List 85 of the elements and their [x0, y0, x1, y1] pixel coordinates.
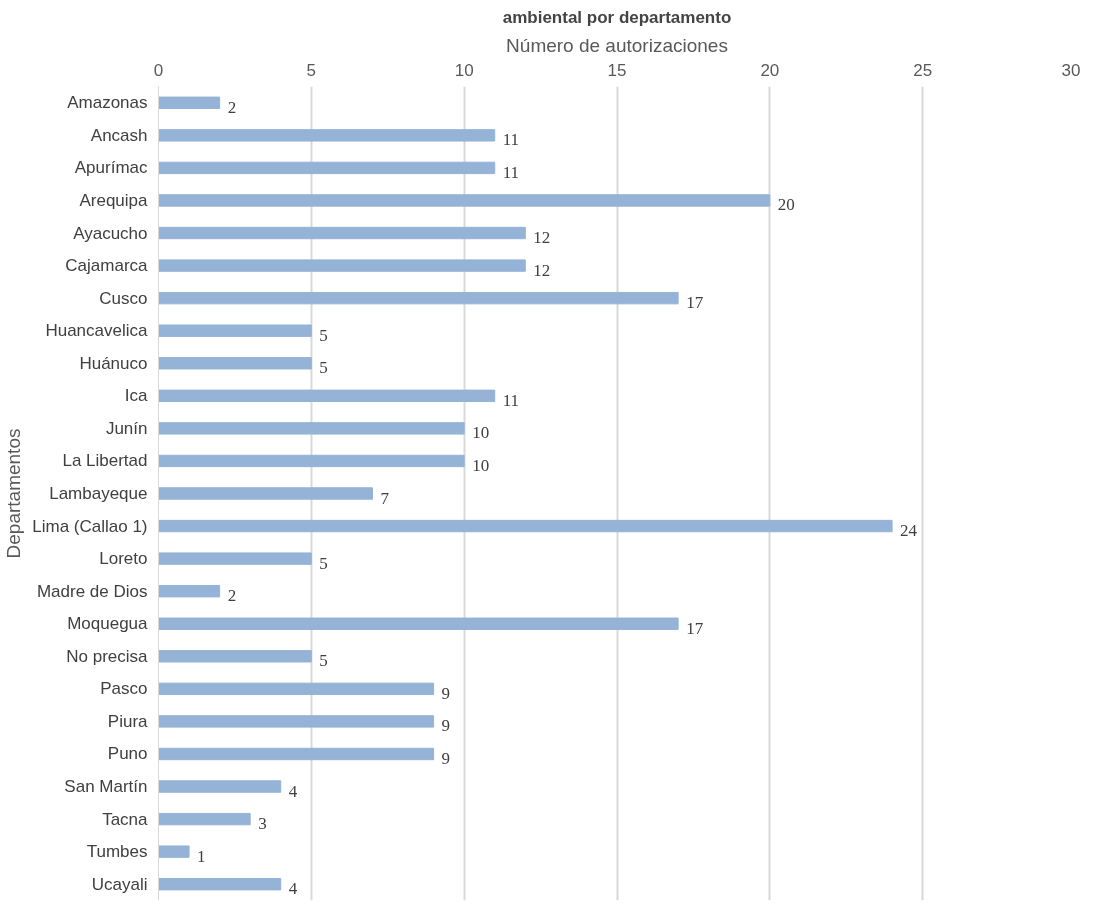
y-axis-title: Departamentos	[3, 428, 25, 559]
bar	[158, 715, 435, 728]
y-tick-label: Lima (Callao 1)	[32, 516, 148, 536]
bar	[158, 357, 312, 370]
x-tick-label: 0	[153, 60, 164, 80]
y-tick-label: Tacna	[102, 809, 149, 829]
data-label: 17	[686, 618, 704, 638]
y-tick-label: Huánuco	[79, 353, 148, 373]
y-tick-label: Amazonas	[67, 93, 148, 113]
bar	[158, 389, 496, 403]
data-label: 5	[319, 325, 328, 345]
data-label: 5	[319, 651, 328, 671]
y-tick-label: Junín	[105, 418, 148, 438]
bar	[158, 552, 312, 565]
data-label: 17	[686, 293, 704, 313]
bar	[158, 519, 893, 533]
bar	[158, 682, 435, 696]
data-label: 12	[533, 228, 551, 248]
y-tick-label: Huancavelica	[45, 321, 149, 341]
x-axis-title: Número de autorizaciones	[506, 34, 728, 56]
data-label: 4	[288, 781, 298, 801]
data-label: 9	[441, 748, 451, 768]
y-tick-label: Apurímac	[74, 158, 148, 178]
x-tick-label: 20	[760, 60, 780, 80]
x-tick-label: 30	[1061, 60, 1081, 80]
y-tick-label: Loreto	[99, 549, 148, 569]
y-tick-label: Ica	[124, 386, 149, 406]
y-tick-label: Ancash	[90, 125, 148, 145]
data-label: 24	[900, 521, 918, 541]
data-label: 20	[777, 195, 795, 215]
bar	[158, 650, 312, 663]
bar	[158, 617, 679, 630]
bar	[158, 226, 526, 240]
bar	[158, 584, 221, 598]
bar	[158, 194, 771, 207]
chart-title: ambiental por departamento	[502, 7, 732, 27]
bar	[158, 845, 190, 858]
bar	[158, 324, 312, 337]
x-tick-label: 25	[913, 60, 933, 80]
y-tick-label: Cusco	[99, 288, 148, 308]
y-tick-label: La Libertad	[62, 451, 148, 471]
y-tick-label: Tumbes	[86, 842, 148, 862]
bar	[158, 291, 679, 305]
bar	[158, 129, 496, 142]
data-label: 10	[472, 455, 490, 475]
data-label: 5	[319, 553, 328, 573]
data-label: 11	[502, 162, 520, 182]
data-label: 3	[258, 814, 267, 834]
bar	[158, 747, 435, 761]
data-label: 4	[288, 879, 298, 899]
data-label: 9	[441, 716, 451, 736]
bar	[158, 812, 251, 826]
y-tick-label: Arequipa	[79, 190, 149, 210]
x-tick-label: 5	[306, 60, 317, 80]
y-tick-label: Ucayali	[91, 874, 148, 894]
y-tick-label: Lambayeque	[49, 484, 148, 503]
data-label: 7	[380, 488, 390, 508]
bar	[158, 780, 282, 793]
data-label: 10	[472, 423, 490, 443]
y-tick-label: Madre de Dios	[36, 581, 148, 601]
data-label: 2	[227, 97, 237, 117]
bar	[158, 454, 465, 468]
data-label: 5	[319, 358, 328, 378]
y-tick-label: Moquegua	[67, 614, 149, 634]
bar	[158, 161, 496, 175]
data-label: 11	[502, 130, 520, 150]
y-tick-label: Pasco	[100, 679, 148, 699]
x-tick-label: 10	[454, 60, 474, 80]
data-label: 11	[502, 390, 520, 410]
y-tick-label: Ayacucho	[73, 223, 148, 243]
y-tick-label: Piura	[107, 711, 149, 731]
data-label: 12	[533, 260, 551, 280]
data-label: 2	[227, 586, 237, 606]
y-tick-label: No precisa	[66, 646, 149, 666]
x-tick-label: 15	[607, 60, 627, 80]
data-label: 9	[441, 683, 451, 703]
bar	[158, 96, 221, 109]
y-tick-label: San Martín	[64, 777, 148, 797]
data-label: 1	[197, 846, 206, 866]
y-tick-label: Puno	[107, 744, 148, 764]
y-tick-label: Cajamarca	[65, 256, 149, 276]
bar	[158, 878, 282, 891]
bar	[158, 487, 373, 500]
bar	[158, 259, 526, 272]
bar	[158, 422, 465, 435]
